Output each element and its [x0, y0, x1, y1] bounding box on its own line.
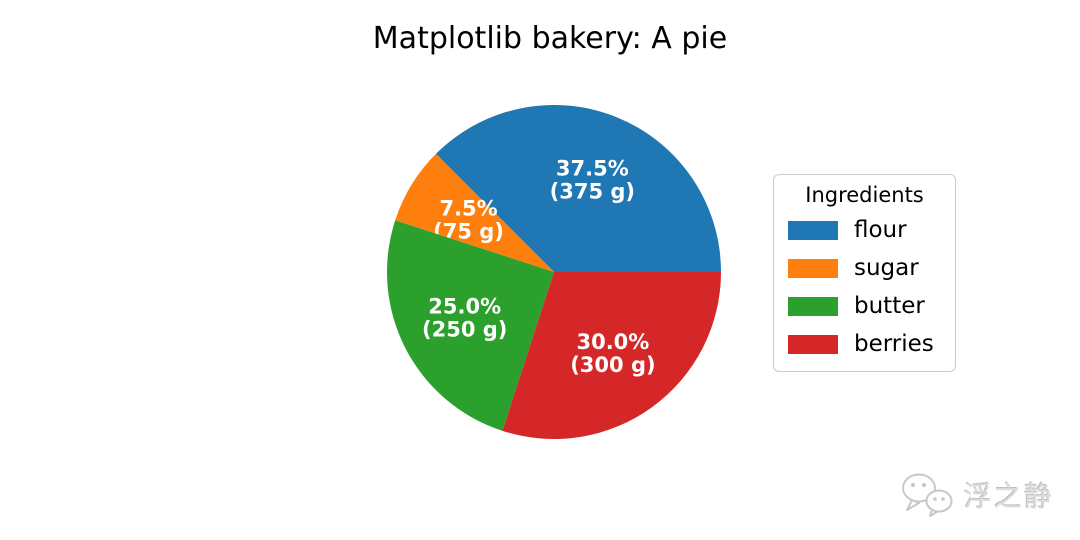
legend: Ingredients flour sugar butter berries [773, 174, 956, 372]
legend-item-sugar: sugar [786, 249, 943, 287]
legend-title: Ingredients [805, 183, 924, 207]
pie-slice-label-berries: 30.0% (300 g) [570, 330, 655, 377]
watermark: 浮之静 [900, 472, 1054, 518]
pie-chart: 37.5% (375 g)7.5% (75 g)25.0% (250 g)30.0%(… [387, 105, 721, 439]
legend-swatch-butter [788, 296, 838, 316]
legend-item-label: butter [854, 293, 925, 319]
pie-slice-label-butter: 25.0% (250 g) [422, 294, 507, 341]
legend-item-flour: flour [786, 211, 943, 249]
pie-slice-flour [435, 105, 721, 272]
wechat-icon [900, 472, 956, 518]
chart-title: Matplotlib bakery: A pie [372, 21, 728, 56]
legend-swatch-sugar [788, 258, 838, 278]
legend-item-butter: butter [786, 287, 943, 325]
watermark-text: 浮之静 [963, 480, 1054, 513]
legend-item-label: berries [854, 331, 934, 357]
pie-slice-berries [502, 272, 721, 439]
pie-slice-sugar [395, 153, 554, 272]
legend-items: flour sugar butter berries [786, 211, 943, 363]
legend-item-label: flour [854, 217, 907, 243]
legend-item-berries: berries [786, 325, 943, 363]
pie-slice-butter [387, 220, 554, 431]
legend-swatch-berries [788, 334, 838, 354]
pie-slice-label-flour: 37.5% (375 g) [550, 156, 635, 203]
legend-item-label: sugar [854, 255, 919, 281]
legend-swatch-flour [788, 220, 838, 240]
